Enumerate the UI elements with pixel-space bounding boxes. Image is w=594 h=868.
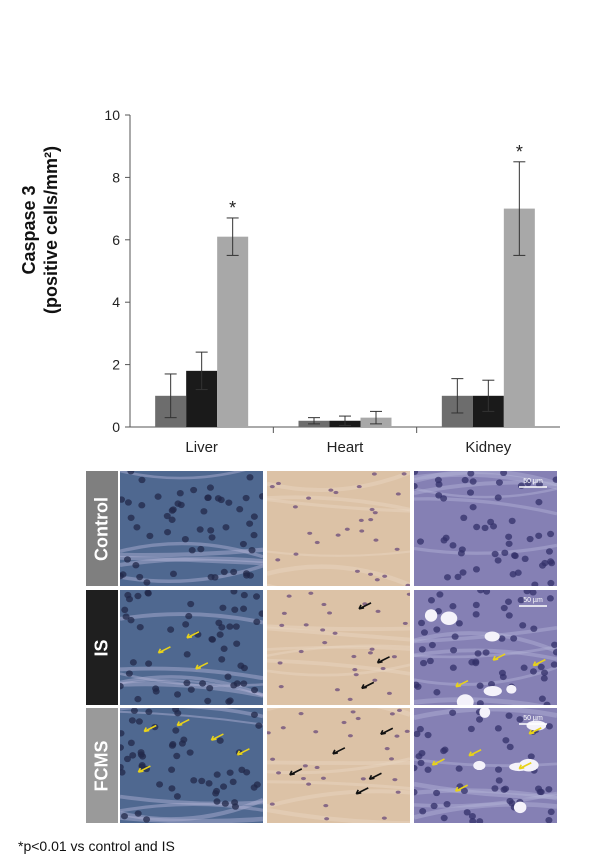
x-tick-label: Heart xyxy=(327,439,365,456)
y-axis-label-line2: (positive cells/mm²) xyxy=(41,145,61,315)
scale-bar-label: 50 µm xyxy=(523,597,543,604)
bar xyxy=(217,236,249,427)
y-tick-label: 0 xyxy=(112,419,120,435)
significance-mark: * xyxy=(516,142,523,162)
significance-mark: * xyxy=(229,198,236,218)
row-label-control: Control xyxy=(86,471,118,586)
row-label-text: FCMS xyxy=(91,740,112,791)
micrograph-heart-is xyxy=(267,590,410,705)
y-axis-label: Caspase 3 (positive cells/mm²) xyxy=(10,120,70,340)
micrograph-liver-is xyxy=(120,590,263,705)
y-tick-label: 6 xyxy=(112,232,120,248)
y-tick-label: 4 xyxy=(112,294,120,310)
y-tick-label: 10 xyxy=(104,107,120,123)
y-tick-label: 2 xyxy=(112,357,120,373)
y-tick-label: 8 xyxy=(112,169,120,185)
micrograph-liver-control xyxy=(120,471,263,586)
row-label-text: Control xyxy=(91,496,112,561)
micrograph-liver-fcms xyxy=(120,708,263,823)
row-label-is: IS xyxy=(86,590,118,705)
row-label-text: IS xyxy=(91,638,112,657)
x-tick-label: Kidney xyxy=(465,439,511,456)
caspase3-bar-chart: 0 2 4 6 8 10 Liver Heart Kidney * * xyxy=(104,107,560,456)
micrograph-kidney-fcms: 50 µm xyxy=(414,708,557,823)
micrograph-heart-fcms xyxy=(267,708,410,823)
row-label-fcms: FCMS xyxy=(86,708,118,823)
scale-bar-label: 50 µm xyxy=(523,715,543,722)
micrograph-heart-control xyxy=(267,471,410,586)
y-axis-label-line1: Caspase 3 xyxy=(19,185,39,275)
footnote: *p<0.01 vs control and IS xyxy=(18,838,175,854)
micrograph-kidney-is: 50 µm xyxy=(414,590,557,705)
scale-bar-label: 50 µm xyxy=(523,478,543,485)
micrograph-kidney-control: 50 µm xyxy=(414,471,557,586)
x-tick-label: Liver xyxy=(185,439,218,456)
